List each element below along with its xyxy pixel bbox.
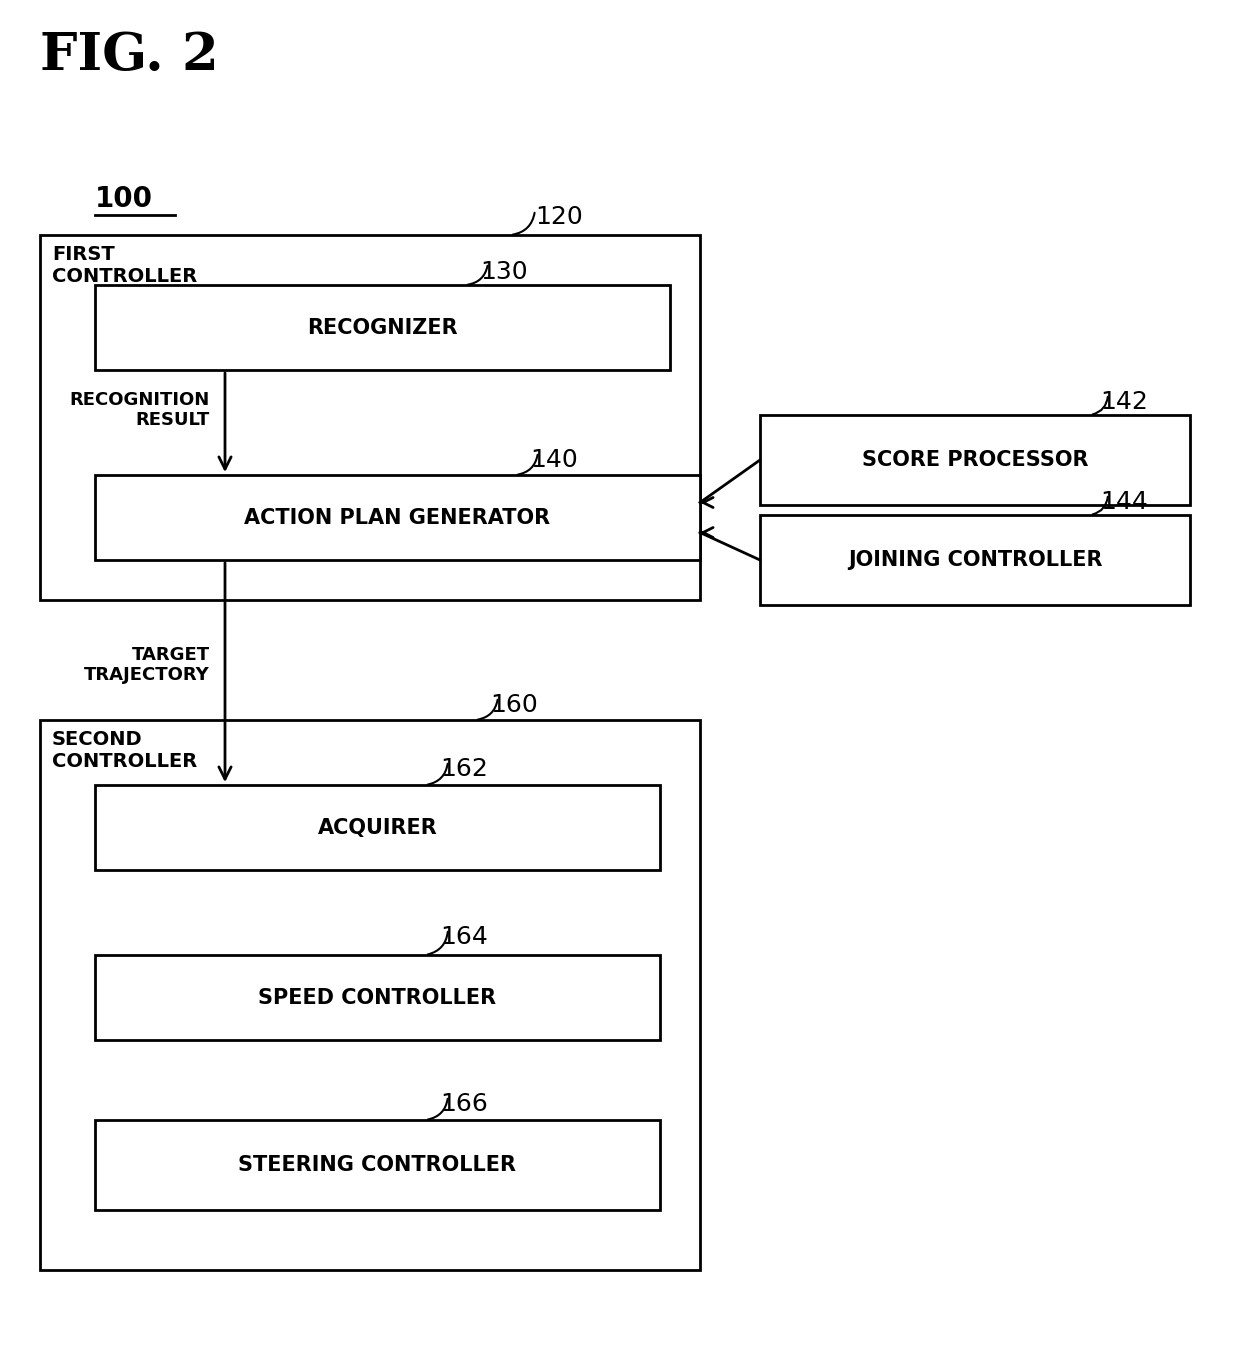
- Text: 120: 120: [534, 206, 583, 229]
- Bar: [760, 415, 1190, 506]
- Text: RECOGNITION
RESULT: RECOGNITION RESULT: [69, 390, 210, 429]
- Text: ACTION PLAN GENERATOR: ACTION PLAN GENERATOR: [244, 507, 551, 527]
- Text: 142: 142: [1100, 390, 1148, 414]
- Text: SPEED CONTROLLER: SPEED CONTROLLER: [258, 988, 496, 1007]
- Bar: [95, 1121, 660, 1210]
- Text: STEERING CONTROLLER: STEERING CONTROLLER: [238, 1155, 517, 1175]
- Text: ACQUIRER: ACQUIRER: [317, 818, 438, 837]
- Bar: [95, 785, 660, 870]
- Text: 100: 100: [95, 185, 153, 212]
- Text: SECOND
CONTROLLER: SECOND CONTROLLER: [52, 730, 197, 771]
- Text: 144: 144: [1100, 490, 1148, 514]
- Bar: [40, 721, 701, 1270]
- Text: TARGET
TRAJECTORY: TARGET TRAJECTORY: [84, 645, 210, 685]
- Text: SCORE PROCESSOR: SCORE PROCESSOR: [862, 449, 1089, 470]
- Bar: [95, 285, 670, 370]
- Text: 160: 160: [490, 693, 538, 717]
- Text: 162: 162: [440, 758, 487, 781]
- Text: 140: 140: [529, 448, 578, 473]
- Bar: [40, 236, 701, 600]
- Bar: [95, 955, 660, 1040]
- Text: FIG. 2: FIG. 2: [40, 30, 218, 81]
- Text: 166: 166: [440, 1092, 487, 1117]
- Text: JOINING CONTROLLER: JOINING CONTROLLER: [848, 549, 1102, 570]
- Text: 164: 164: [440, 925, 487, 949]
- Text: RECOGNIZER: RECOGNIZER: [308, 318, 458, 337]
- Text: FIRST
CONTROLLER: FIRST CONTROLLER: [52, 245, 197, 286]
- Text: 130: 130: [480, 260, 528, 284]
- Bar: [760, 515, 1190, 606]
- Bar: [95, 475, 701, 560]
